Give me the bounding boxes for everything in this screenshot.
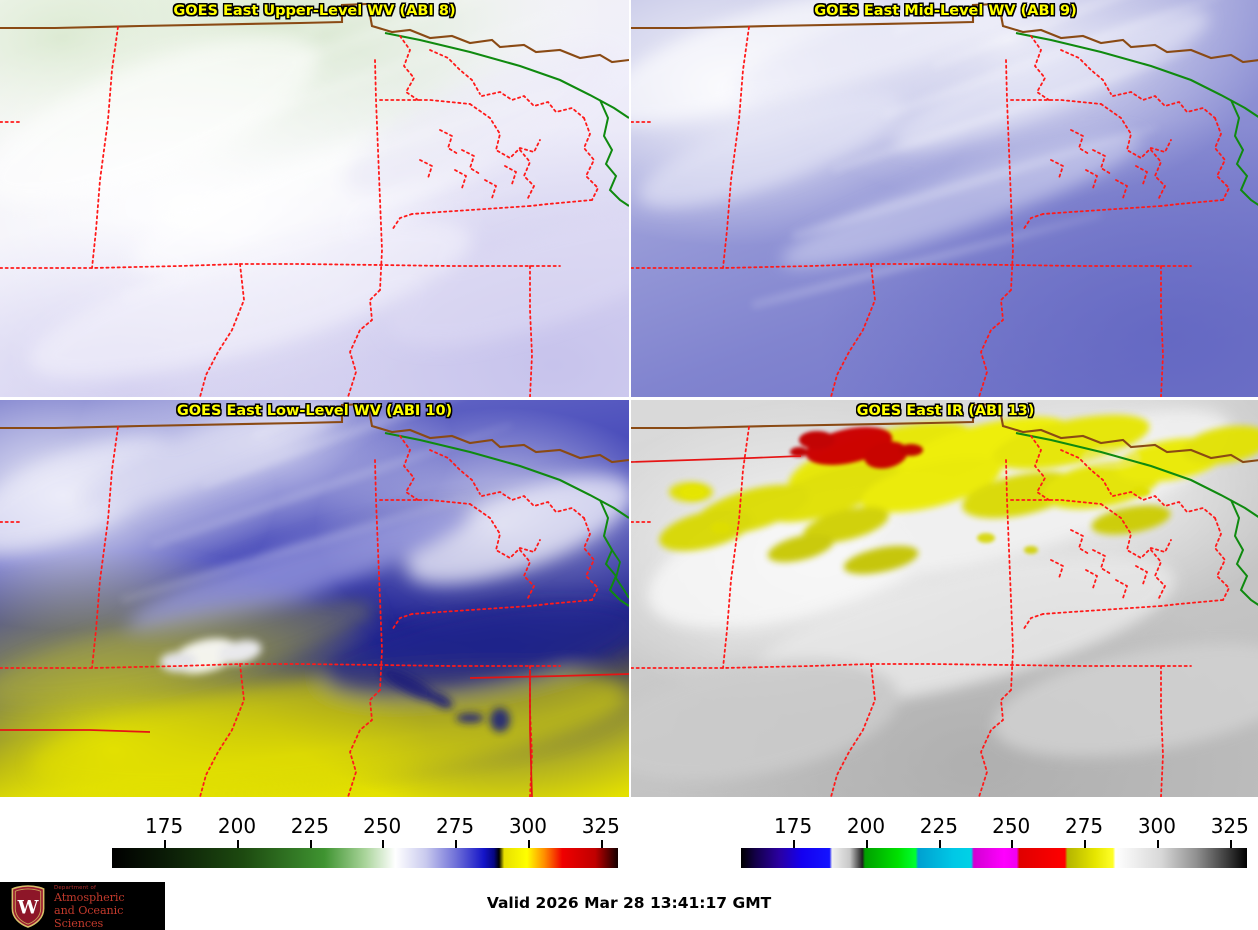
panel-grid: GOES East Upper-Level WV (ABI 8): [0, 0, 1258, 797]
colorbar-wv-labels: 175 200 225 250 275 300 325: [112, 814, 620, 840]
colorbar-wv-gradient[interactable]: [112, 848, 618, 868]
colorbar-ir-ticks: [741, 840, 1247, 849]
uw-crest-icon: W: [11, 885, 45, 928]
coastline-green-lake: [1230, 99, 1258, 206]
county-lines: [631, 455, 802, 463]
coastline-green-lake-2: [611, 549, 629, 599]
colorbar-wv-tick-label-225: 225: [290, 814, 329, 838]
colorbar-ir-tick-label-175: 175: [774, 814, 813, 838]
colorbar-wv-ticks: [112, 840, 618, 849]
convective-core-red: [790, 427, 923, 469]
scattered-cells: [680, 446, 1150, 554]
panel-mid-level-wv[interactable]: GOES East Mid-Level WV (ABI 9): [631, 0, 1258, 397]
international-border: [631, 2, 1258, 64]
map-border-overlay-upper-level-wv: [0, 2, 629, 397]
valid-timestamp: Valid 2026 Mar 28 13:41:17 GMT: [486, 894, 772, 912]
map-border-overlay-mid-level-wv: [631, 2, 1258, 397]
colorbar-group-wv: 175 200 225 250 275 300 325: [0, 800, 629, 882]
logo-text-block: Department of Atmospheric and Oceanic Sc…: [54, 885, 162, 930]
map-border-overlay-ir-window: [631, 402, 1258, 797]
colorbar-ir-tick-label-325: 325: [1210, 814, 1249, 838]
coastline-green: [1015, 31, 1258, 118]
colorbar-wv-tick-label-325: 325: [581, 814, 620, 838]
state-borders: [631, 26, 1231, 397]
state-borders: [631, 426, 1231, 797]
map-border-overlay-low-level-wv: [0, 402, 629, 797]
coastline-green: [384, 431, 629, 519]
coastline-green-lake: [1230, 499, 1258, 606]
coastline-green-lake: [599, 499, 629, 607]
colorbar-ir-tick-label-225: 225: [919, 814, 958, 838]
uw-crest-letter: W: [17, 897, 40, 918]
international-border: [0, 402, 629, 464]
colorbar-ir-gradient[interactable]: [741, 848, 1247, 868]
colorbar-wv-tick-label-300: 300: [508, 814, 548, 838]
colorbar-ir-tick-label-200: 200: [846, 814, 886, 838]
panel-upper-level-wv[interactable]: GOES East Upper-Level WV (ABI 8): [0, 0, 629, 397]
coastline-green-lake: [599, 99, 629, 207]
county-lines: [0, 670, 629, 797]
panel-low-level-wv[interactable]: GOES East Low-Level WV (ABI 10): [0, 400, 629, 797]
international-border: [631, 402, 1258, 464]
colorbar-group-ir: 175 200 225 250 275 300 325: [629, 800, 1258, 882]
colorbar-ir-tick-label-275: 275: [1064, 814, 1104, 838]
logo-name-line2: and Oceanic Sciences: [54, 903, 124, 930]
footer: W Department of Atmospheric and Oceanic …: [0, 882, 1258, 930]
state-borders: [0, 426, 600, 797]
logo-name-line1: Atmospheric: [54, 891, 125, 905]
colorbar-ir-tick-label-300: 300: [1137, 814, 1177, 838]
coastline-green: [1015, 431, 1258, 518]
colorbar-wv-tick-label-200: 200: [217, 814, 257, 838]
satellite-image-upper-level-wv: [0, 0, 629, 397]
coastline-green: [384, 31, 629, 119]
panel-ir-window[interactable]: GOES East IR (ABI 13): [631, 400, 1258, 797]
colorbar-ir-tick-label-250: 250: [992, 814, 1031, 838]
state-borders: [0, 26, 600, 397]
colorbar-wv-tick-label-175: 175: [145, 814, 184, 838]
colorbar-wv-tick-label-275: 275: [435, 814, 475, 838]
international-border: [0, 2, 629, 64]
colorbar-area: 175 200 225 250 275 300 325 17: [0, 800, 1258, 882]
colorbar-ir-labels: 175 200 225 250 275 300 325: [741, 814, 1249, 840]
uw-aos-logo[interactable]: W Department of Atmospheric and Oceanic …: [0, 882, 165, 930]
logo-dept-line: Department of: [54, 885, 97, 891]
colorbar-wv-tick-label-250: 250: [363, 814, 402, 838]
